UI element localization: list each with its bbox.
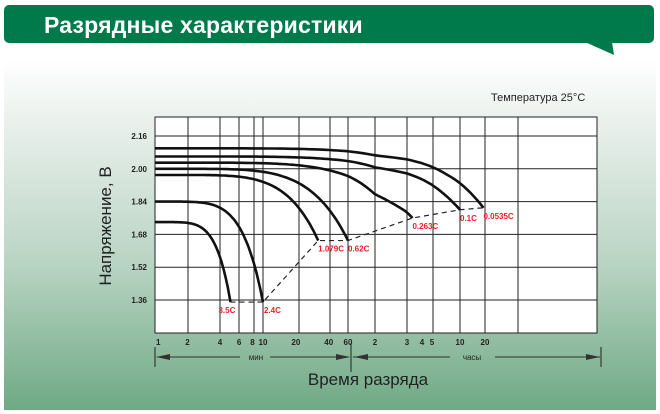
- arrow-head-left: [354, 354, 368, 360]
- x-tick-label: 1: [156, 338, 161, 347]
- discharge-curve-0.62C: [155, 167, 350, 242]
- arrow-head-right: [336, 354, 350, 360]
- x-tick-label: 20: [481, 338, 490, 347]
- header-bar: Разрядные характеристики: [4, 5, 654, 43]
- x-tick-label: 3: [405, 338, 410, 347]
- x-axis-label: Время разряда: [307, 370, 429, 389]
- discharge-curve-0.0535C: [155, 147, 485, 209]
- x-tick-label: 4: [218, 338, 223, 347]
- y-tick-label: 1.36: [131, 296, 147, 305]
- y-tick-label: 1.52: [131, 263, 147, 272]
- x-tick-label: 5: [430, 338, 435, 347]
- arrow-head-right: [586, 354, 600, 360]
- arrow-head-left: [156, 354, 170, 360]
- x-tick-label: 10: [259, 338, 268, 347]
- curve-label: 0.0535C: [483, 212, 513, 221]
- curve-label: 1.079C: [318, 245, 344, 254]
- x-unit-minutes: мин: [249, 353, 263, 362]
- temperature-note: Температура 25°C: [491, 92, 586, 104]
- y-tick-label: 1.84: [131, 198, 147, 207]
- x-tick-label: 8: [250, 338, 255, 347]
- x-tick-label: 6: [237, 338, 242, 347]
- x-tick-label: 2: [373, 338, 378, 347]
- y-tick-label: 2.00: [131, 165, 147, 174]
- header-speech-tail: [585, 42, 614, 55]
- discharge-curve-0.1C: [155, 155, 461, 211]
- discharge-curve-3.5C: [155, 220, 232, 303]
- x-tick-label: 4: [420, 338, 425, 347]
- discharge-curve-0.263C: [155, 161, 414, 219]
- discharge-curve-2.4C: [155, 200, 265, 303]
- x-tick-label: 60: [344, 338, 353, 347]
- x-unit-hours: часы: [463, 353, 482, 362]
- curve-label: 0.263C: [412, 222, 438, 231]
- curve-label: 0.62C: [348, 245, 370, 254]
- x-tick-label: 10: [456, 338, 465, 347]
- discharge-curve-1.079C: [155, 173, 320, 242]
- curve-label: 2.4C: [264, 306, 281, 315]
- y-tick-label: 2.16: [131, 132, 147, 141]
- curve-label: 0.1C: [460, 214, 477, 223]
- x-tick-label: 20: [291, 338, 300, 347]
- x-tick-label: 40: [324, 338, 333, 347]
- x-tick-label: 2: [185, 338, 190, 347]
- y-tick-label: 1.68: [131, 230, 147, 239]
- page-title: Разрядные характеристики: [44, 12, 363, 38]
- curve-label: 3.5C: [218, 306, 235, 315]
